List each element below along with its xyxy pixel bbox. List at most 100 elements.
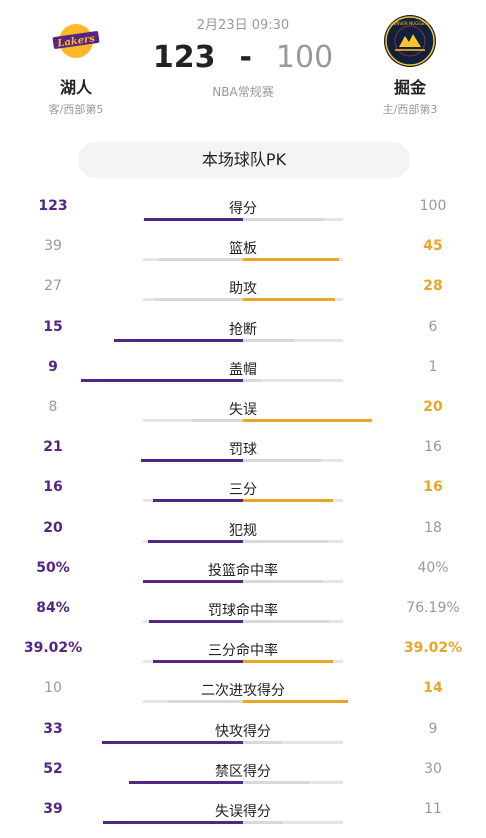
- away-stat-bar: [243, 378, 261, 382]
- home-stat-bar: [153, 660, 243, 664]
- stat-row: 50% 投篮命中率 40%: [0, 557, 486, 597]
- stat-row: 8 失误 20: [0, 396, 486, 436]
- home-stat-value: 50%: [36, 559, 70, 576]
- stat-row: 9 盖帽 1: [0, 356, 486, 396]
- away-stat-bar: [243, 620, 329, 623]
- away-stat-value: 11: [424, 801, 442, 817]
- home-stat-value: 52: [43, 760, 63, 777]
- away-stat-value: 28: [423, 278, 443, 295]
- home-stat-bar: [81, 378, 243, 382]
- home-stat-bar: [144, 218, 243, 221]
- stat-label: 快攻得分: [215, 723, 271, 740]
- stat-label: 罚球: [229, 442, 257, 459]
- home-stat-value: 10: [44, 680, 62, 697]
- home-stat-bar: [149, 620, 243, 623]
- stat-label: 篮板: [229, 241, 257, 258]
- away-stat-bar: [243, 780, 309, 784]
- home-stat-value: 39: [44, 238, 62, 255]
- stat-label: 投篮命中率: [208, 562, 278, 579]
- away-stat-value: 18: [424, 519, 442, 536]
- away-stat-value: 20: [423, 399, 443, 415]
- league-label: NBA常规赛: [212, 85, 274, 99]
- home-stat-value: 39: [43, 801, 63, 817]
- nuggets-logo-icon: DENVER NUGGETS: [384, 15, 436, 67]
- home-stat-value: 27: [44, 278, 62, 295]
- home-stat-value: 16: [43, 479, 63, 496]
- stat-label: 三分命中率: [208, 643, 278, 660]
- away-stat-value: 30: [424, 760, 442, 777]
- home-stat-value: 8: [48, 399, 58, 415]
- away-stat-value: 76.19%: [406, 600, 460, 616]
- away-stat-value: 1: [428, 358, 438, 375]
- away-stat-bar: [243, 579, 323, 583]
- home-team[interactable]: Lakers 湖人 客/西部第5: [21, 14, 131, 117]
- home-team-name: 湖人: [59, 78, 92, 97]
- stat-row: 15 抢断 6: [0, 316, 486, 356]
- away-team-standing: 主/西部第3: [382, 103, 438, 116]
- stat-label: 二次进攻得分: [201, 683, 285, 700]
- home-stat-value: 123: [38, 198, 68, 214]
- away-stat-value: 9: [428, 720, 438, 737]
- stat-label: 禁区得分: [215, 763, 271, 780]
- stat-row: 16 三分 16: [0, 476, 486, 516]
- away-stat-value: 14: [423, 680, 443, 697]
- stat-label: 盖帽: [229, 361, 257, 378]
- stat-label: 抢断: [229, 321, 257, 338]
- home-stat-bar: [114, 338, 243, 342]
- home-stat-bar: [153, 499, 243, 503]
- home-stat-bar: [155, 298, 243, 302]
- home-team-standing: 客/西部第5: [48, 103, 104, 116]
- away-stat-value: 45: [423, 238, 443, 255]
- stat-label: 罚球命中率: [208, 603, 278, 619]
- stat-label: 助攻: [229, 281, 257, 298]
- match-header: Lakers 湖人 客/西部第5 2月23日 09:30 123-100 NBA…: [0, 0, 486, 120]
- stat-label: 失误得分: [215, 804, 271, 820]
- home-stat-value: 39.02%: [23, 640, 83, 657]
- lakers-logo-icon: Lakers: [52, 24, 100, 58]
- stat-row: 27 助攻 28: [0, 275, 486, 315]
- home-stat-bar: [102, 740, 243, 744]
- stat-row: 10 二次进攻得分 14: [0, 677, 486, 717]
- home-stat-value: 21: [43, 439, 63, 456]
- home-stat-bar: [103, 821, 243, 824]
- away-stat-bar: [243, 459, 321, 463]
- stat-row: 52 禁区得分 30: [0, 758, 486, 798]
- home-stat-bar: [143, 579, 243, 583]
- away-stat-value: 16: [423, 479, 443, 496]
- away-stat-bar: [243, 539, 328, 543]
- away-stat-value: 39.02%: [403, 640, 463, 657]
- away-stat-bar: [243, 298, 335, 302]
- away-stat-bar: [243, 499, 333, 503]
- away-stat-bar: [243, 700, 348, 704]
- away-stat-value: 6: [428, 318, 438, 335]
- stat-row: 39 篮板 45: [0, 235, 486, 275]
- home-stat-bar: [168, 700, 243, 704]
- away-stat-value: 16: [424, 439, 442, 456]
- home-stat-value: 15: [43, 318, 63, 335]
- home-stat-bar: [159, 258, 243, 262]
- stat-row: 21 罚球 16: [0, 436, 486, 476]
- stat-row: 123 得分 100: [0, 195, 486, 235]
- home-stat-value: 33: [43, 720, 63, 737]
- away-stat-bar: [243, 740, 282, 744]
- away-stat-value: 40%: [417, 559, 449, 576]
- home-stat-bar: [192, 419, 243, 422]
- score-separator: -: [239, 40, 252, 75]
- home-stat-bar: [129, 780, 243, 784]
- nuggets-logo-text: DENVER NUGGETS: [390, 21, 430, 26]
- home-stat-value: 84%: [36, 600, 70, 616]
- stat-label: 犯规: [229, 522, 257, 539]
- stat-row: 84% 罚球命中率 76.19%: [0, 597, 486, 637]
- home-stat-value: 20: [43, 519, 63, 536]
- away-stat-bar: [243, 218, 324, 221]
- stat-label: 失误: [229, 402, 257, 418]
- home-score: 123: [152, 40, 216, 75]
- stat-label: 三分: [229, 482, 257, 499]
- away-stat-bar: [243, 338, 294, 342]
- away-team[interactable]: DENVER NUGGETS 掘金 主/西部第3: [355, 14, 465, 117]
- away-team-name: 掘金: [393, 78, 426, 97]
- scoreboard: 123-100: [130, 41, 356, 75]
- stat-row: 39.02% 三分命中率 39.02%: [0, 637, 486, 677]
- score-center: 2月23日 09:30 123-100 NBA常规赛: [130, 14, 356, 100]
- home-stat-value: 9: [48, 358, 58, 375]
